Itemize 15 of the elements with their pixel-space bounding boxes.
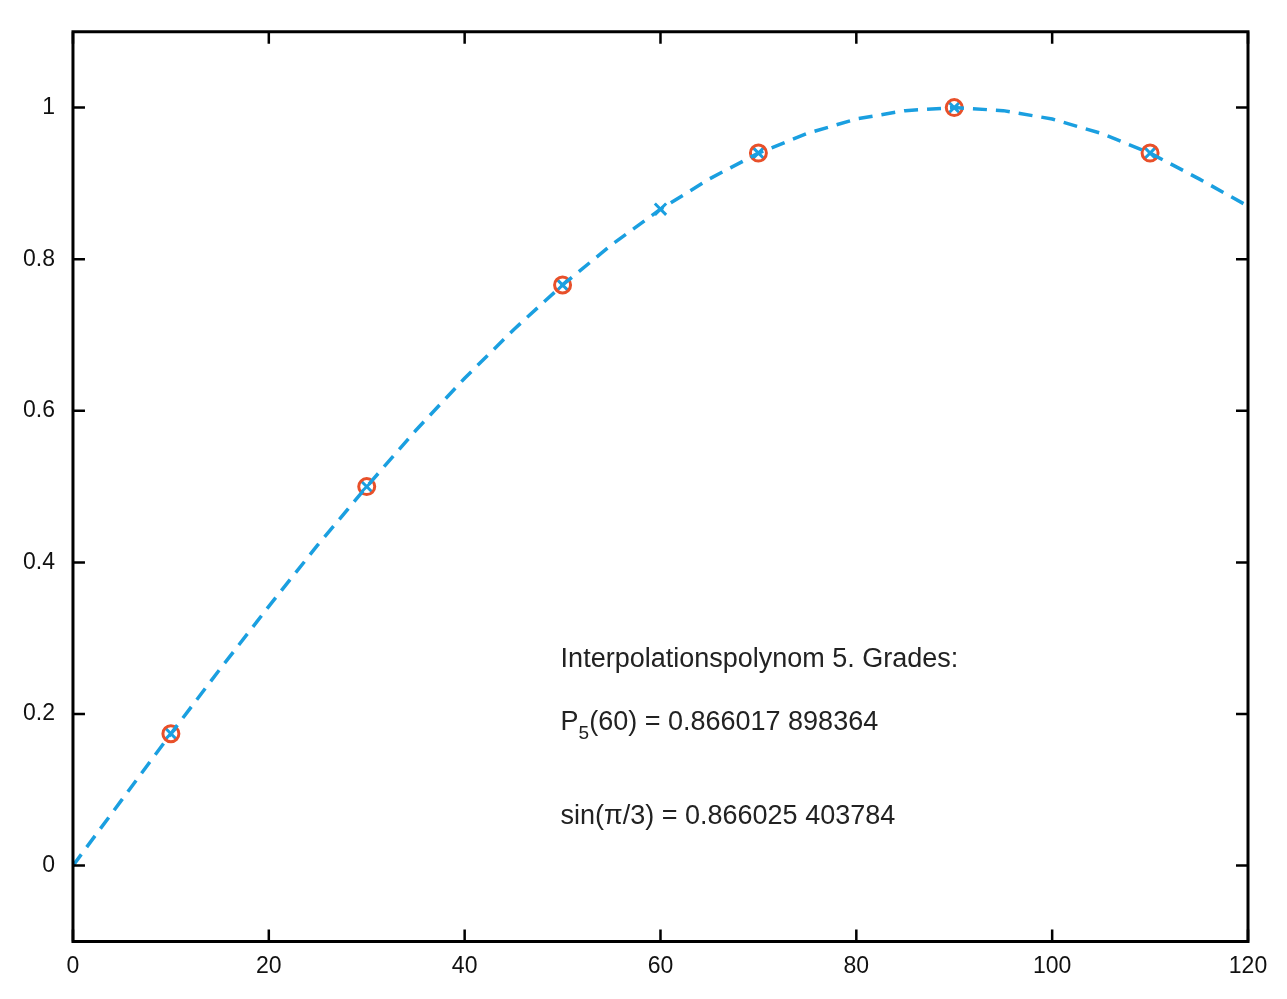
- x-tick-label: 20: [256, 951, 282, 978]
- y-tick-label: 0.2: [22, 699, 55, 726]
- y-tick-label: 1: [42, 92, 55, 119]
- x-tick-label: 60: [647, 951, 674, 978]
- x-tick-label: 40: [451, 951, 478, 978]
- x-tick-label: 0: [66, 951, 80, 978]
- annotation: Interpolationspolynom 5. Grades:: [560, 642, 959, 673]
- x-tick-label: 80: [843, 951, 870, 978]
- x-tick-label: 120: [1228, 951, 1268, 978]
- y-tick-label: 0.6: [22, 396, 55, 423]
- y-tick-label: 0.8: [22, 244, 55, 271]
- y-tick-label: 0: [42, 850, 55, 877]
- x-tick-label: 100: [1032, 951, 1072, 978]
- annotation: sin(π/3) = 0.866025 403784: [560, 799, 896, 830]
- y-tick-label: 0.4: [22, 547, 56, 574]
